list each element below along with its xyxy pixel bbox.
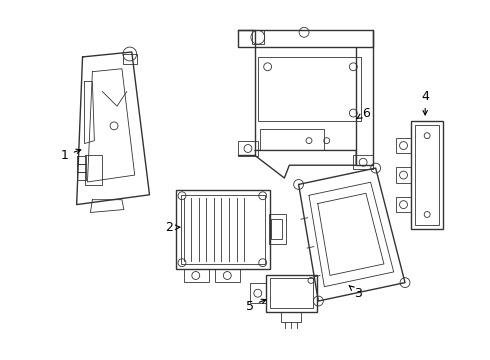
Bar <box>270 278 313 308</box>
Bar <box>416 125 439 225</box>
Bar <box>395 197 412 212</box>
Bar <box>258 57 361 121</box>
Bar <box>181 195 265 264</box>
Text: 1: 1 <box>61 149 81 162</box>
Bar <box>353 156 373 169</box>
Text: 6: 6 <box>357 107 370 120</box>
Bar <box>270 219 282 239</box>
Text: 2: 2 <box>165 221 180 234</box>
Bar <box>269 215 286 244</box>
Bar <box>395 167 412 183</box>
Text: 4: 4 <box>421 90 429 115</box>
Bar <box>412 121 443 229</box>
Bar <box>250 283 266 303</box>
Bar <box>266 275 317 312</box>
Bar <box>281 312 301 322</box>
Bar <box>176 190 270 269</box>
Bar <box>238 141 258 156</box>
Bar <box>260 129 324 150</box>
Bar <box>395 138 412 153</box>
Bar <box>216 269 240 282</box>
Bar <box>184 269 209 282</box>
Text: 5: 5 <box>246 299 266 312</box>
Text: 3: 3 <box>349 286 362 300</box>
